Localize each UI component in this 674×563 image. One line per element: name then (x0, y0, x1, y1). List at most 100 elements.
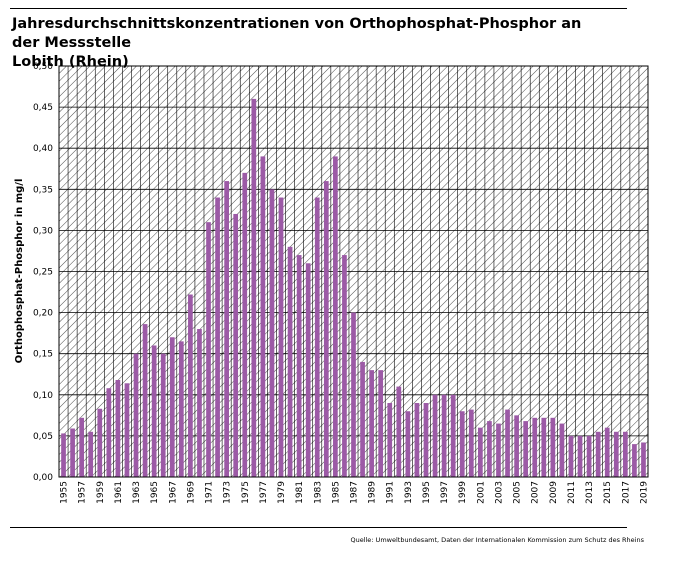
bar (251, 98, 257, 477)
bar (124, 383, 130, 477)
bar (169, 337, 175, 477)
x-tick-label: 2003 (494, 481, 504, 504)
bar (287, 246, 293, 477)
source-note: Quelle: Umweltbundesamt, Daten der Inter… (350, 536, 644, 544)
y-tick-label: 0,40 (33, 144, 53, 154)
bar (604, 427, 610, 477)
bar (478, 427, 483, 477)
bar (360, 361, 365, 477)
bar (151, 345, 157, 477)
x-tick-label: 1981 (295, 481, 305, 504)
bottom-rule (10, 527, 627, 528)
bar (133, 353, 139, 477)
x-tick-label: 1983 (313, 481, 323, 504)
bar (532, 417, 538, 477)
bar (441, 394, 447, 477)
bar (61, 433, 66, 477)
y-axis-label: Orthophosphat-Phosphor in mg/l (14, 179, 25, 364)
x-tick-label: 1965 (150, 481, 160, 504)
bar (641, 442, 646, 477)
y-tick-label: 0,10 (33, 391, 53, 401)
x-tick-label: 1979 (277, 481, 287, 504)
x-tick-label: 2001 (476, 481, 486, 504)
top-rule (10, 8, 627, 9)
bar (88, 431, 94, 477)
bar (432, 394, 438, 477)
x-tick-label: 1967 (168, 481, 178, 504)
bar (178, 341, 184, 477)
bar (79, 417, 85, 477)
bar (233, 213, 239, 477)
bar (378, 370, 384, 477)
bar (550, 417, 556, 477)
x-tick-label: 1961 (114, 481, 124, 504)
bar (314, 197, 320, 477)
x-tick-label: 2015 (603, 481, 613, 504)
x-tick-label: 1985 (331, 481, 341, 504)
y-tick-label: 0,00 (33, 473, 53, 483)
bar (450, 394, 456, 477)
bar (405, 411, 411, 477)
x-tick-label: 1957 (78, 481, 88, 504)
bar (269, 189, 275, 478)
horizontal-gridlines (59, 106, 648, 437)
bar (423, 403, 429, 477)
x-tick-label: 2005 (513, 481, 523, 504)
y-tick-labels: 0,00 0,05 0,10 0,15 0,20 0,25 0,30 0,35 0,40 0,45… (33, 62, 53, 483)
x-tick-label: 1971 (205, 481, 215, 504)
bar (396, 386, 402, 477)
x-tick-label: 1991 (386, 481, 396, 504)
x-tick-label: 1989 (368, 481, 378, 504)
bar (305, 263, 311, 477)
chart-title-line1: Jahresdurchschnittskonzentrationen von O… (12, 16, 582, 51)
bar (342, 255, 347, 477)
y-tick-label: 0,50 (33, 62, 53, 72)
bar (595, 431, 601, 477)
bar (197, 329, 202, 477)
bar (632, 444, 637, 477)
bar (577, 435, 583, 477)
bar (568, 435, 574, 477)
y-tick-label: 0,25 (33, 268, 53, 278)
bar (514, 415, 519, 477)
bar (188, 294, 193, 477)
bars (61, 98, 646, 478)
x-tick-label: 1973 (223, 481, 233, 504)
bar (296, 255, 302, 477)
bar (160, 353, 166, 477)
x-tick-label: 1963 (132, 481, 142, 504)
y-tick-label: 0,30 (33, 226, 53, 236)
y-tick-label: 0,20 (33, 309, 53, 319)
bar (97, 408, 103, 477)
bar (351, 312, 356, 477)
bar (523, 421, 529, 477)
x-tick-label: 1997 (440, 481, 450, 504)
x-tick-label: 2013 (585, 481, 595, 504)
x-tick-label: 2007 (531, 481, 541, 504)
bar (323, 181, 329, 477)
bar (224, 181, 229, 477)
bar (278, 197, 284, 477)
x-tick-label: 2019 (639, 481, 649, 504)
bar (333, 156, 338, 478)
x-tick-label: 1999 (458, 481, 468, 504)
x-tick-labels: 1955 1957 1959 1961 1963 1965 1967 1969 1971 1973… (60, 481, 650, 504)
bar (142, 324, 148, 477)
y-tick-label: 0,15 (33, 350, 53, 360)
x-tick-label: 1977 (259, 481, 269, 504)
bar (487, 421, 492, 477)
x-tick-label: 1975 (241, 481, 251, 504)
bar (496, 423, 501, 477)
x-tick-label: 2009 (549, 481, 559, 504)
bar (613, 431, 619, 477)
x-tick-label: 2011 (567, 481, 577, 504)
bar (541, 417, 547, 477)
bar (215, 197, 220, 477)
bar (414, 403, 420, 477)
bar (106, 388, 112, 477)
y-tick-label: 0,35 (33, 185, 53, 195)
bar (622, 431, 628, 477)
bar (559, 423, 565, 477)
bar (260, 156, 266, 478)
